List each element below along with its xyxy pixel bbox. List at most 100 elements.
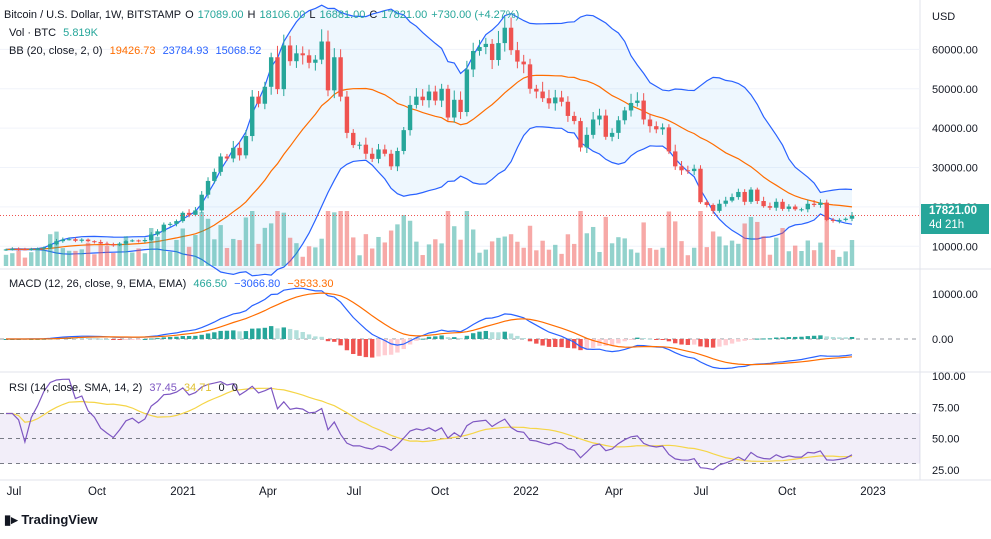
candle-body [79,239,84,241]
macd-histogram-bar [73,337,78,339]
macd-histogram-bar [691,339,697,345]
macd-tick-label: 10000.00 [932,289,978,301]
macd-histogram-bar [142,338,148,340]
price-tick-label: 60000.00 [932,44,978,56]
volume-bar [395,224,400,266]
candle-body [199,194,204,211]
volume-bar [742,223,747,266]
candle-body [647,119,653,127]
candle-body [98,241,103,244]
rsi-ma-value: 34.71 [183,382,212,394]
volume-bar [275,211,280,266]
macd-histogram-bar [767,338,773,340]
macd-histogram-bar [439,335,444,339]
volume-bar [388,230,394,266]
volume-bar [578,211,583,266]
volume-bar [29,252,34,266]
rsi-tick-label: 50.00 [932,434,960,446]
price-legend: Bitcoin / U.S. Dollar, 1W, BITSTAMP O 1708… [4,9,523,21]
volume-bar [250,211,255,266]
volume-bar [843,251,848,266]
volume-bar [3,254,9,266]
volume-bar [559,253,564,266]
macd-histogram-bar [578,339,583,351]
price-tick-label: 30000.00 [932,163,978,175]
volume-bar [357,255,362,266]
candle-body [717,203,722,211]
volume-bar [382,242,388,266]
candle-body [212,171,217,181]
candle-body [452,99,457,118]
high-value: 18106.00 [259,9,306,21]
macd-histogram-bar [843,337,848,339]
candle-body [742,191,747,202]
candle-body [287,45,293,62]
candle-body [250,96,255,137]
candle-body [590,119,596,135]
candle-body [395,150,400,167]
candle-body [92,241,97,243]
volume-bar [262,227,268,266]
bb-upper-line [5,4,853,251]
macd-histogram-bar [382,339,388,356]
candle-body [420,96,425,101]
volume-value: 5.819K [63,27,99,39]
macd-histogram-bar [748,339,754,340]
tradingview-logo[interactable]: ▮▸ TradingView [4,512,98,528]
candle-body [572,115,577,122]
macd-histogram-bar [502,331,507,339]
time-tick-label: Oct [778,486,797,498]
volume-bar [161,230,167,266]
macd-histogram-bar [603,339,608,346]
macd-histogram-bar [818,335,823,339]
macd-histogram-bar [464,335,470,339]
candle-body [660,127,665,130]
last-price: 17821.00 [929,205,977,217]
bb-band-fill [6,5,852,276]
volume-bar [521,247,526,266]
volume-bar [407,220,413,266]
candle-body [559,97,564,102]
low-label: L [309,9,316,21]
macd-histogram-bar [698,339,703,347]
rsi-line [6,378,853,471]
volume-bar [155,236,160,266]
rsi-zero-1: 0 [218,382,225,394]
candle-body [268,57,274,87]
volume-bar [376,236,381,266]
rsi-tick-label: 100.00 [932,371,966,383]
volume-legend: Vol · BTC 5.819K [9,27,102,39]
macd-histogram-bar [123,339,129,340]
volume-bar [477,252,482,266]
candle-body [426,91,432,101]
candle-body [357,144,362,146]
macd-histogram-bar [590,339,596,348]
macd-histogram-bar [420,338,425,340]
volume-bar [654,249,659,266]
candle-body [755,189,760,202]
macd-histogram-bar [268,326,274,339]
volume-bar [755,221,760,266]
candle-body [603,115,608,137]
candle-body [281,45,286,90]
macd-histogram-bar [660,339,665,340]
macd-histogram-bar [199,334,204,339]
macd-histogram-bar [287,328,293,339]
open-value: 17089.00 [197,9,244,21]
candle-body [294,53,299,62]
volume-bar [622,238,627,266]
candle-body [685,170,691,172]
volume-bar [149,228,154,266]
volume-bar [837,256,842,266]
macd-histogram-bar [811,335,817,339]
volume-bar [332,212,337,266]
macd-histogram-bar [780,337,785,339]
candle-body [401,130,406,151]
candle-body [849,215,855,219]
candle-body [477,47,482,51]
macd-histogram-bar [445,337,451,339]
volume-bar [313,247,318,266]
volume-bar [496,237,501,266]
candle-body [489,43,495,61]
